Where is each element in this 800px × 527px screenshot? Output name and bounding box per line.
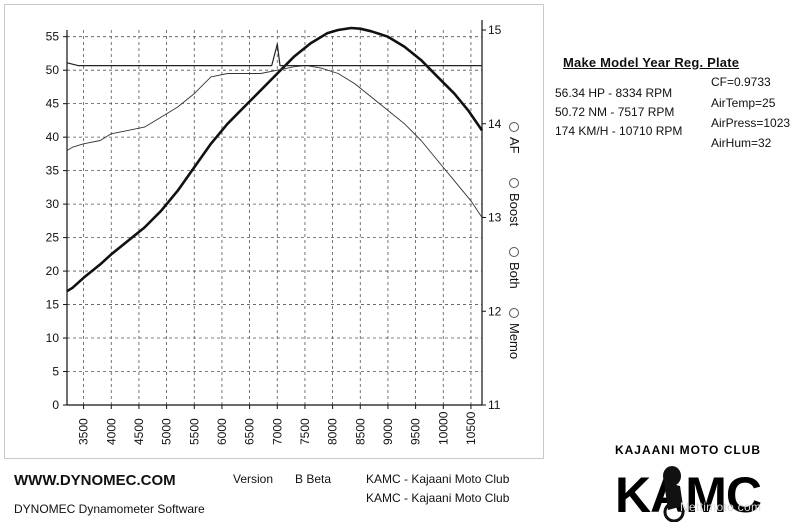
x-tick-label: 8000 xyxy=(326,418,340,445)
radio-circle-icon xyxy=(509,178,520,188)
peak-torque: 50.72 NM - 7517 RPM xyxy=(555,105,675,119)
y-left-tick-label: 55 xyxy=(46,30,60,44)
y-right-tick-label: 11 xyxy=(488,398,501,412)
air-temp: AirTemp=25 xyxy=(711,96,776,110)
y-right-tick-label: 13 xyxy=(488,211,502,225)
y-left-tick-label: 0 xyxy=(52,398,59,412)
footer-version-value: B Beta xyxy=(295,472,332,486)
x-tick-label: 4500 xyxy=(132,418,146,445)
footer-software: DYNOMEC Dynamometer Software xyxy=(14,502,205,516)
power-curve xyxy=(66,26,484,293)
x-tick-label: 10000 xyxy=(436,411,450,445)
x-tick-label: 4000 xyxy=(104,418,118,445)
footer-version-label: Version xyxy=(233,472,274,486)
radio-both[interactable]: Both xyxy=(507,247,523,289)
x-tick-label: 5500 xyxy=(187,418,201,445)
y-left-tick-label: 15 xyxy=(46,298,60,312)
y-left-tick-label: 5 xyxy=(52,365,59,379)
y-left-tick-label: 10 xyxy=(46,331,60,345)
radio-both-label: Both xyxy=(506,262,522,289)
x-tick-label: 6500 xyxy=(243,418,257,445)
rider-icon xyxy=(663,466,685,522)
x-tick-label: 3500 xyxy=(77,418,91,445)
y-right-tick-label: 15 xyxy=(488,23,502,37)
footer-url[interactable]: WWW.DYNOMEC.COM xyxy=(14,472,176,489)
radio-circle-icon xyxy=(509,308,520,318)
info-header: Make Model Year Reg. Plate xyxy=(563,55,740,70)
x-tick-label: 9500 xyxy=(409,418,423,445)
torque-curve xyxy=(66,64,483,218)
y-left-tick-label: 35 xyxy=(46,164,60,178)
y-left-tick-label: 50 xyxy=(46,63,60,77)
radio-memo[interactable]: Memo xyxy=(507,308,523,359)
radio-circle-icon xyxy=(509,122,520,132)
x-tick-label: 10500 xyxy=(464,411,478,445)
radio-circle-icon xyxy=(509,247,520,257)
radio-af-label: AF xyxy=(506,137,522,154)
air-pressure: AirPress=1023 xyxy=(711,116,791,130)
radio-af[interactable]: AF xyxy=(507,122,523,154)
x-tick-label: 5000 xyxy=(160,418,174,445)
chart-frame xyxy=(4,4,544,459)
y-right-tick-label: 14 xyxy=(488,117,502,131)
radio-boost[interactable]: Boost xyxy=(507,178,523,226)
footer-club-2: KAMC - Kajaani Moto Club xyxy=(366,491,510,505)
footer-club-1: KAMC - Kajaani Moto Club xyxy=(366,472,510,486)
afr-curve xyxy=(66,43,482,67)
kamc-logo: KAJAANI MOTO CLUB KAMC xyxy=(615,443,762,522)
peak-speed: 174 KM/H - 10710 RPM xyxy=(555,124,683,138)
logo-top-text: KAJAANI MOTO CLUB xyxy=(615,443,761,457)
x-tick-label: 9000 xyxy=(381,418,395,445)
x-tick-label: 8500 xyxy=(353,418,367,445)
y-left-tick-label: 40 xyxy=(46,130,60,144)
y-right-tick-label: 12 xyxy=(488,304,502,318)
radio-memo-label: Memo xyxy=(506,323,522,360)
dyno-chart: 0 5 10 15 20 25 30 35 40 45 50 55 11 12 13 14 15 3500 4000… xyxy=(46,20,502,445)
y-left-tick-label: 30 xyxy=(46,197,60,211)
logo-main-text: KAMC xyxy=(615,467,761,522)
y-left-tick-label: 25 xyxy=(46,231,60,245)
y-left-tick-label: 45 xyxy=(46,97,60,111)
x-tick-label: 7000 xyxy=(270,418,284,445)
air-humidity: AirHum=32 xyxy=(711,136,772,150)
radio-boost-label: Boost xyxy=(506,193,522,227)
y-left-tick-label: 20 xyxy=(46,264,60,278)
x-tick-label: 7500 xyxy=(298,418,312,445)
correction-factor: CF=0.9733 xyxy=(711,75,771,89)
watermark: Nettimoto.com xyxy=(680,500,762,514)
peak-hp: 56.34 HP - 8334 RPM xyxy=(555,86,673,100)
x-tick-label: 6000 xyxy=(215,418,229,445)
